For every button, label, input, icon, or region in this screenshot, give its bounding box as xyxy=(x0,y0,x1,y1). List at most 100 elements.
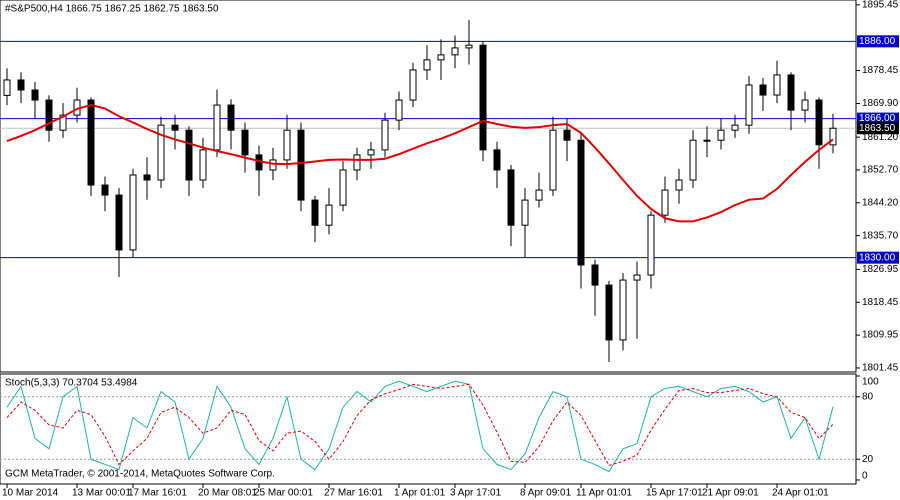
candle-body xyxy=(241,129,249,156)
candle-body xyxy=(633,274,641,281)
candle-body xyxy=(213,104,221,151)
y-tick-label: 1809.95 xyxy=(862,330,899,341)
candle-body xyxy=(367,149,375,156)
candle-body xyxy=(689,139,697,181)
stoch-title: Stoch(5,3,3) 70.3704 53.4984 xyxy=(5,378,138,389)
last-price-box xyxy=(857,122,899,135)
x-tick-label: 17 Mar 16:01 xyxy=(128,488,187,499)
candle-body xyxy=(157,124,165,181)
candle-body xyxy=(605,284,613,341)
price-panel xyxy=(0,0,857,373)
y-tick-label: 1869.90 xyxy=(862,98,899,109)
candle-body xyxy=(661,189,669,216)
candle-body xyxy=(759,84,767,96)
price-label-box xyxy=(857,35,899,48)
candle-body xyxy=(479,44,487,151)
x-tick-label: 27 Mar 16:01 xyxy=(324,488,383,499)
x-tick-label: 10 Mar 2014 xyxy=(2,488,59,499)
candle-body xyxy=(815,99,823,146)
y-tick-label: 1895.45 xyxy=(862,0,899,10)
candle-body xyxy=(675,179,683,191)
candle-body xyxy=(45,99,53,131)
price-label-box xyxy=(857,251,899,264)
candle-body xyxy=(451,47,459,56)
candle-body xyxy=(409,69,417,101)
candle-body xyxy=(591,264,599,286)
candle-body xyxy=(703,139,711,142)
last-price-label: 1863.50 xyxy=(859,123,896,134)
x-tick-label: 21 Apr 09:01 xyxy=(702,488,759,499)
y-tick-label: 1844.20 xyxy=(862,197,899,208)
candle-body xyxy=(129,174,137,251)
candle-body xyxy=(381,119,389,151)
candle-body xyxy=(563,129,571,141)
moving-average xyxy=(6,104,834,223)
y-tick-label: 1818.45 xyxy=(862,297,899,308)
x-tick-label: 13 Mar 00:01 xyxy=(72,488,131,499)
y-tick-label: 1801.45 xyxy=(862,363,899,374)
candle-body xyxy=(115,194,123,251)
y-tick-label: 1835.70 xyxy=(862,230,899,241)
stoch-line xyxy=(6,380,834,473)
candle-body xyxy=(619,279,627,341)
copyright: GCM MetaTrader, © 2001-2014, MetaQuotes … xyxy=(5,469,275,480)
y-tick-label: 1852.70 xyxy=(862,165,899,176)
candle-body xyxy=(353,154,361,171)
candle-body xyxy=(395,99,403,121)
y-tick-label: 1826.95 xyxy=(862,264,899,275)
candle-body xyxy=(787,74,795,111)
price-label: 1886.00 xyxy=(859,36,896,47)
candle-body xyxy=(465,44,473,49)
y-tick-label: 20 xyxy=(862,454,874,465)
x-tick-label: 15 Apr 17:01 xyxy=(646,488,703,499)
candle-body xyxy=(297,129,305,201)
candle-body xyxy=(3,79,11,96)
price-label: 1830.00 xyxy=(859,252,896,263)
candle-body xyxy=(549,129,557,191)
candle-body xyxy=(31,89,39,101)
candle-body xyxy=(577,139,585,266)
y-tick-label: 1878.45 xyxy=(862,65,899,76)
candle-body xyxy=(325,204,333,226)
stoch-line xyxy=(6,383,834,467)
candle-body xyxy=(731,124,739,131)
x-tick-label: 3 Apr 17:01 xyxy=(450,488,502,499)
candle-body xyxy=(59,114,67,131)
candle-body xyxy=(101,184,109,196)
chart-title: #S&P500,H4 1866.75 1867.25 1862.75 1863.… xyxy=(5,4,219,15)
x-tick-label: 24 Apr 01:01 xyxy=(772,488,829,499)
candle-body xyxy=(311,199,319,226)
candle-body xyxy=(423,59,431,71)
y-tick-label: 80 xyxy=(862,391,874,402)
candle-body xyxy=(745,84,753,126)
candle-body xyxy=(507,169,515,226)
price-label: 1866.00 xyxy=(859,113,896,124)
candle-body xyxy=(17,79,25,91)
candle-body xyxy=(521,199,529,226)
y-tick-label: 1861.20 xyxy=(862,132,899,143)
x-tick-label: 25 Mar 00:01 xyxy=(254,488,313,499)
y-tick-label: 0 xyxy=(862,471,868,482)
candle-body xyxy=(535,189,543,201)
candle-body xyxy=(829,127,837,146)
candle-body xyxy=(801,99,809,111)
candle-body xyxy=(647,214,655,276)
x-tick-label: 8 Apr 09:01 xyxy=(520,488,572,499)
candle-body xyxy=(283,129,291,161)
stoch-panel xyxy=(0,373,857,485)
candle-body xyxy=(493,149,501,171)
candle-body xyxy=(185,129,193,181)
candle-body xyxy=(87,99,95,186)
candle-body xyxy=(227,104,235,131)
candle-body xyxy=(717,129,725,141)
candle-body xyxy=(339,169,347,206)
x-tick-label: 20 Mar 08:01 xyxy=(198,488,257,499)
price-label-box xyxy=(857,112,899,125)
candle-body xyxy=(199,149,207,181)
candle-body xyxy=(171,124,179,131)
candle-body xyxy=(773,74,781,96)
candle-body xyxy=(269,159,277,171)
x-tick-label: 1 Apr 01:01 xyxy=(394,488,446,499)
